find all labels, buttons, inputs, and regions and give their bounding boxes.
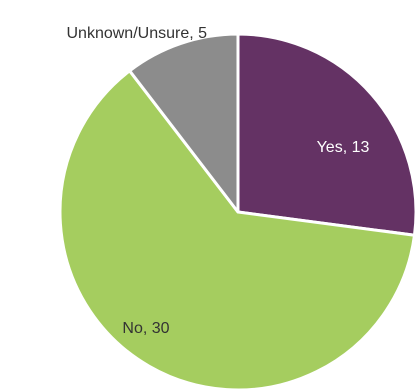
data-label-no: No, 30 <box>122 320 169 337</box>
pie-slices <box>58 32 418 391</box>
data-label-unknown-unsure: Unknown/Unsure, 5 <box>66 25 207 42</box>
pie-data-labels: Yes, 13 No, 30 Unknown/Unsure, 5 <box>66 25 369 337</box>
pie-slice-no <box>58 69 416 391</box>
data-label-yes: Yes, 13 <box>317 139 370 156</box>
pie-slice-unknown-unsure <box>128 32 240 214</box>
pie-slice-yes <box>236 32 418 237</box>
